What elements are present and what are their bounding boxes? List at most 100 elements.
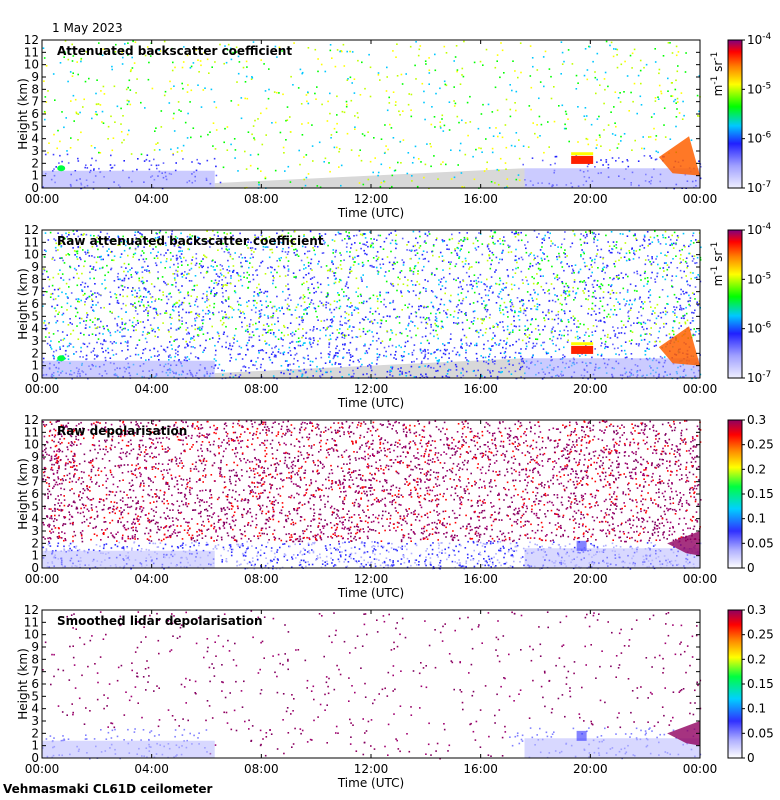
colorbar: 0 0.05 0.1 0.15 0.2 0.25 0.3 — [727, 603, 774, 765]
y-tick-label: 4 — [31, 132, 39, 146]
colorbar: 0 0.05 0.1 0.15 0.2 0.25 0.3 — [727, 413, 774, 575]
colorbar-tick-label: 10-4 — [747, 32, 772, 47]
y-tick-label: 9 — [31, 450, 39, 464]
y-tick-label: 1 — [31, 359, 39, 373]
y-tick-label: 10 — [24, 58, 39, 72]
x-tick-label: 20:00 — [573, 762, 608, 776]
x-tick-label: 12:00 — [354, 572, 389, 586]
y-tick-label: 11 — [24, 235, 39, 249]
colorbar-tick-label: 0.3 — [747, 413, 766, 427]
y-tick-label: 5 — [31, 119, 39, 133]
y-tick-label: 12 — [24, 33, 39, 47]
x-tick-label: 20:00 — [573, 192, 608, 206]
y-tick-label: 12 — [24, 413, 39, 427]
y-tick-label: 5 — [31, 499, 39, 513]
panel-title: Raw depolarisation — [57, 424, 187, 438]
y-tick-label: 8 — [31, 462, 39, 476]
colorbar-tick-label: 0.1 — [747, 512, 766, 526]
y-tick-label: 10 — [24, 628, 39, 642]
y-tick-label: 4 — [31, 322, 39, 336]
y-tick-label: 9 — [31, 70, 39, 84]
y-tick-label: 7 — [31, 285, 39, 299]
y-tick-label: 9 — [31, 260, 39, 274]
y-axis-label: Height (km) — [16, 648, 30, 719]
y-tick-label: 4 — [31, 702, 39, 716]
x-tick-label: 20:00 — [573, 572, 608, 586]
y-tick-label: 11 — [24, 425, 39, 439]
y-axis-label: Height (km) — [16, 458, 30, 529]
colorbar-tick-label: 10-4 — [747, 222, 772, 237]
y-tick-label: 8 — [31, 652, 39, 666]
y-tick-label: 5 — [31, 689, 39, 703]
x-tick-label: 08:00 — [244, 762, 279, 776]
x-axis-label: Time (UTC) — [337, 586, 404, 600]
y-tick-label: 7 — [31, 475, 39, 489]
x-tick-label: 04:00 — [134, 192, 169, 206]
x-tick-label: 16:00 — [463, 762, 498, 776]
panel-title: Attenuated backscatter coefficient — [57, 44, 292, 58]
y-tick-label: 10 — [24, 248, 39, 262]
plot-area — [42, 610, 700, 758]
x-tick-label: 00:00 — [25, 762, 60, 776]
y-tick-label: 11 — [24, 615, 39, 629]
x-tick-label: 00:00 — [683, 382, 718, 396]
x-tick-label: 08:00 — [244, 572, 279, 586]
y-tick-label: 3 — [31, 144, 39, 158]
x-tick-label: 04:00 — [134, 382, 169, 396]
y-tick-label: 5 — [31, 309, 39, 323]
y-tick-label: 6 — [31, 677, 39, 691]
colorbar: 10-7 10-6 10-5 10-4 m-1 sr-1 — [710, 222, 772, 385]
x-tick-label: 12:00 — [354, 192, 389, 206]
y-tick-label: 6 — [31, 487, 39, 501]
colorbar-tick-label: 0.2 — [747, 652, 766, 666]
colorbar-tick-label: 0 — [747, 561, 755, 575]
y-tick-label: 3 — [31, 334, 39, 348]
panel-title: Smoothed lidar depolarisation — [57, 614, 263, 628]
x-tick-label: 00:00 — [683, 572, 718, 586]
y-tick-label: 4 — [31, 512, 39, 526]
colorbar-tick-label: 0.05 — [747, 536, 774, 550]
colorbar: 10-7 10-6 10-5 10-4 m-1 sr-1 — [710, 32, 772, 195]
colorbar-tick-label: 10-6 — [747, 131, 772, 146]
y-tick-label: 6 — [31, 107, 39, 121]
colorbar-unit: m-1 sr-1 — [710, 52, 725, 97]
y-tick-label: 0 — [31, 371, 39, 385]
heatmap-cells — [42, 610, 702, 760]
y-axis-label: Height (km) — [16, 268, 30, 339]
x-axis-label: Time (UTC) — [337, 206, 404, 220]
colorbar-tick-label: 0.15 — [747, 677, 774, 691]
y-tick-label: 7 — [31, 95, 39, 109]
y-tick-label: 8 — [31, 272, 39, 286]
colorbar-tick-label: 0.15 — [747, 487, 774, 501]
x-tick-label: 16:00 — [463, 572, 498, 586]
colorbar-tick-label: 0.05 — [747, 726, 774, 740]
plot-area — [42, 40, 700, 188]
y-tick-label: 9 — [31, 640, 39, 654]
y-tick-label: 8 — [31, 82, 39, 96]
y-tick-label: 3 — [31, 524, 39, 538]
colorbar-tick-label: 0.2 — [747, 462, 766, 476]
x-tick-label: 00:00 — [25, 192, 60, 206]
y-tick-label: 1 — [31, 549, 39, 563]
heatmap-cells — [42, 420, 702, 570]
colorbar-tick-label: 0.25 — [747, 628, 774, 642]
x-tick-label: 00:00 — [683, 762, 718, 776]
daytime-background — [214, 168, 525, 188]
y-tick-label: 2 — [31, 536, 39, 550]
colorbar-tick-label: 10-7 — [747, 180, 771, 195]
x-tick-label: 12:00 — [354, 762, 389, 776]
y-tick-label: 0 — [31, 181, 39, 195]
heatmap-cells — [42, 230, 702, 380]
colorbar-tick-label: 10-5 — [747, 81, 771, 96]
colorbar-unit: m-1 sr-1 — [710, 242, 725, 287]
y-tick-label: 2 — [31, 156, 39, 170]
x-tick-label: 16:00 — [463, 382, 498, 396]
y-tick-label: 11 — [24, 45, 39, 59]
y-tick-label: 2 — [31, 346, 39, 360]
y-axis-label: Height (km) — [16, 78, 30, 149]
